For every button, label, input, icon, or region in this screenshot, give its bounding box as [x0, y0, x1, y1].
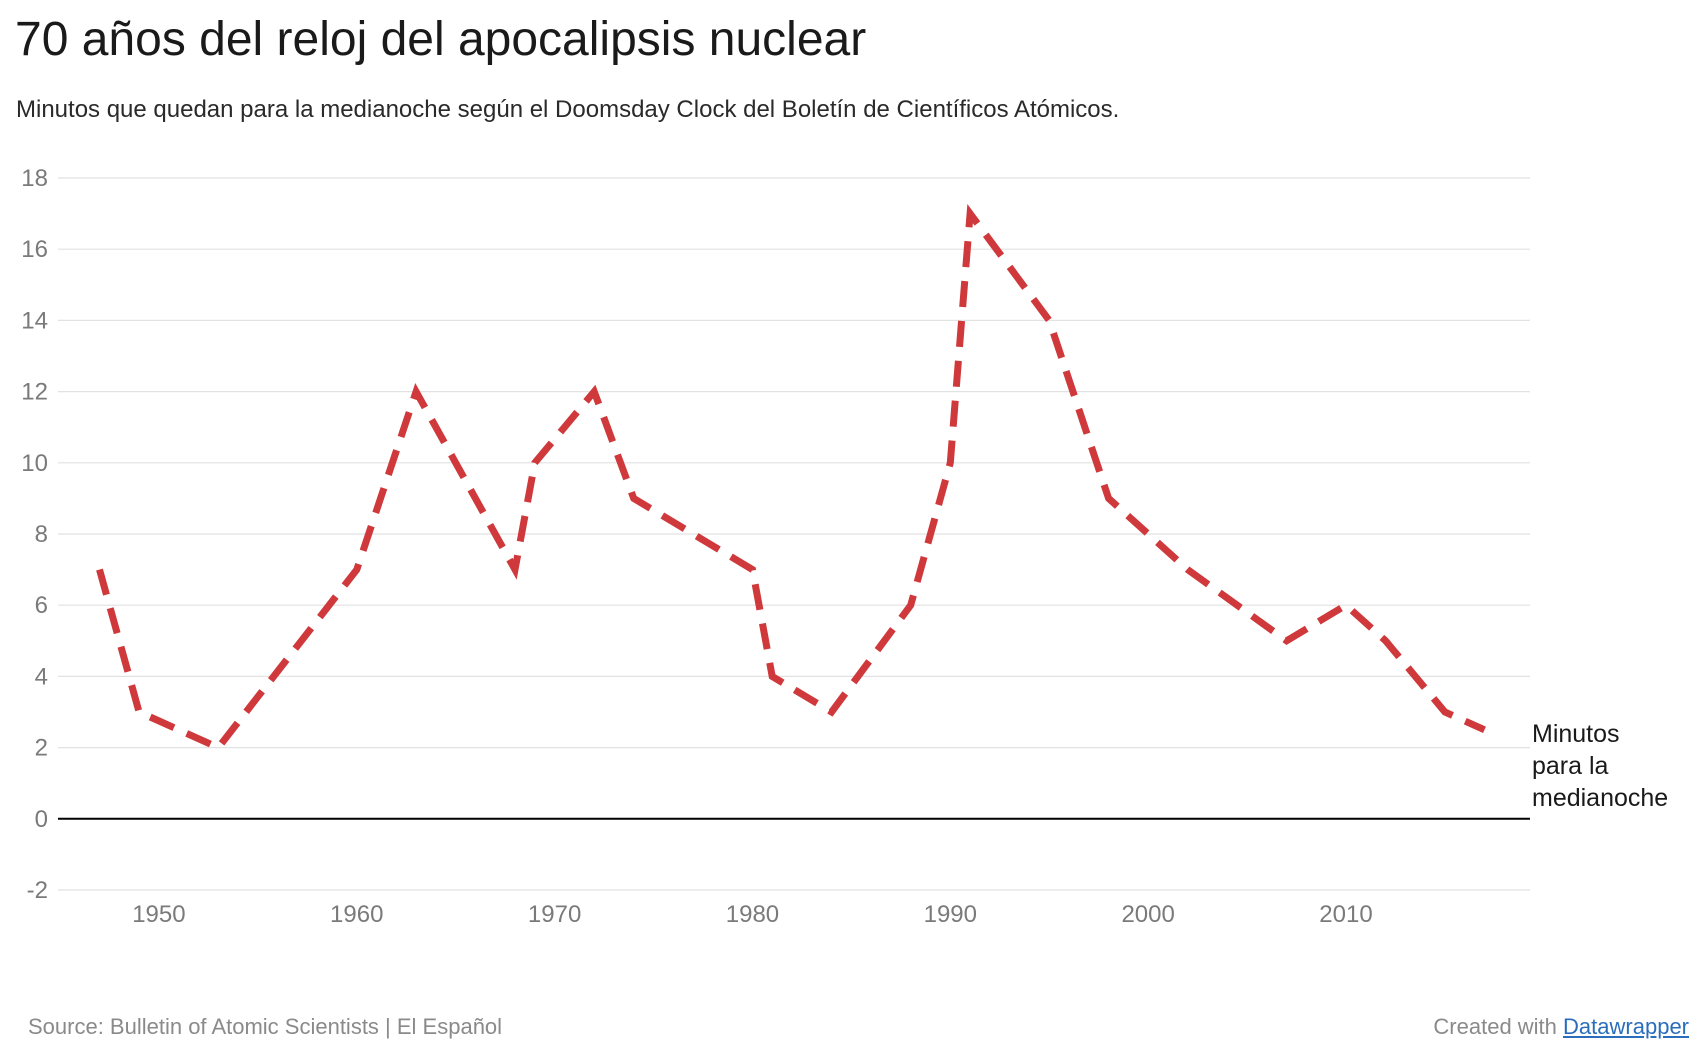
chart-title: 70 años del reloj del apocalipsis nuclea… — [15, 13, 867, 66]
y-tick-label: 6 — [35, 592, 48, 619]
credit-note: Created with Datawrapper — [1433, 1014, 1689, 1040]
datawrapper-link[interactable]: Datawrapper — [1563, 1014, 1689, 1039]
y-tick-label: 14 — [21, 307, 48, 334]
source-note: Source: Bulletin of Atomic Scientists | … — [28, 1014, 503, 1039]
x-tick-label: 1980 — [726, 901, 779, 928]
series-end-label-line: Minutos — [1532, 720, 1620, 748]
series-lines — [96, 204, 1486, 752]
series-labels: Minutos para la medianoche — [1532, 720, 1668, 812]
chart-subtitle: Minutos que quedan para la medianoche se… — [16, 96, 1120, 123]
y-tick-label: 18 — [21, 165, 48, 192]
credit-prefix: Created with — [1433, 1014, 1557, 1039]
y-tick-label: -2 — [27, 877, 48, 904]
y-tick-label: 2 — [35, 735, 48, 762]
x-tick-label: 2010 — [1319, 901, 1372, 928]
y-tick-label: 4 — [35, 663, 48, 690]
y-tick-label: 8 — [35, 521, 48, 548]
y-tick-label: 16 — [21, 236, 48, 263]
y-tick-label: 10 — [21, 450, 48, 477]
series-end-label: Minutos para la medianoche — [1532, 720, 1668, 812]
x-axis: 1950 1960 1970 1980 1990 2000 2010 — [132, 901, 1372, 928]
y-tick-label: 0 — [35, 806, 48, 833]
x-tick-label: 1970 — [528, 901, 581, 928]
grid-lines — [58, 177, 1530, 891]
x-tick-label: 1950 — [132, 901, 185, 928]
x-tick-label: 1960 — [330, 901, 383, 928]
series-end-label-line: para la — [1532, 752, 1609, 780]
series-end-label-line: medianoche — [1532, 784, 1668, 812]
x-tick-label: 1990 — [924, 901, 977, 928]
y-tick-label: 12 — [21, 379, 48, 406]
y-axis: -2 0 2 4 6 8 10 12 14 16 18 — [21, 165, 48, 904]
x-tick-label: 2000 — [1121, 901, 1174, 928]
series-line — [96, 204, 1486, 752]
